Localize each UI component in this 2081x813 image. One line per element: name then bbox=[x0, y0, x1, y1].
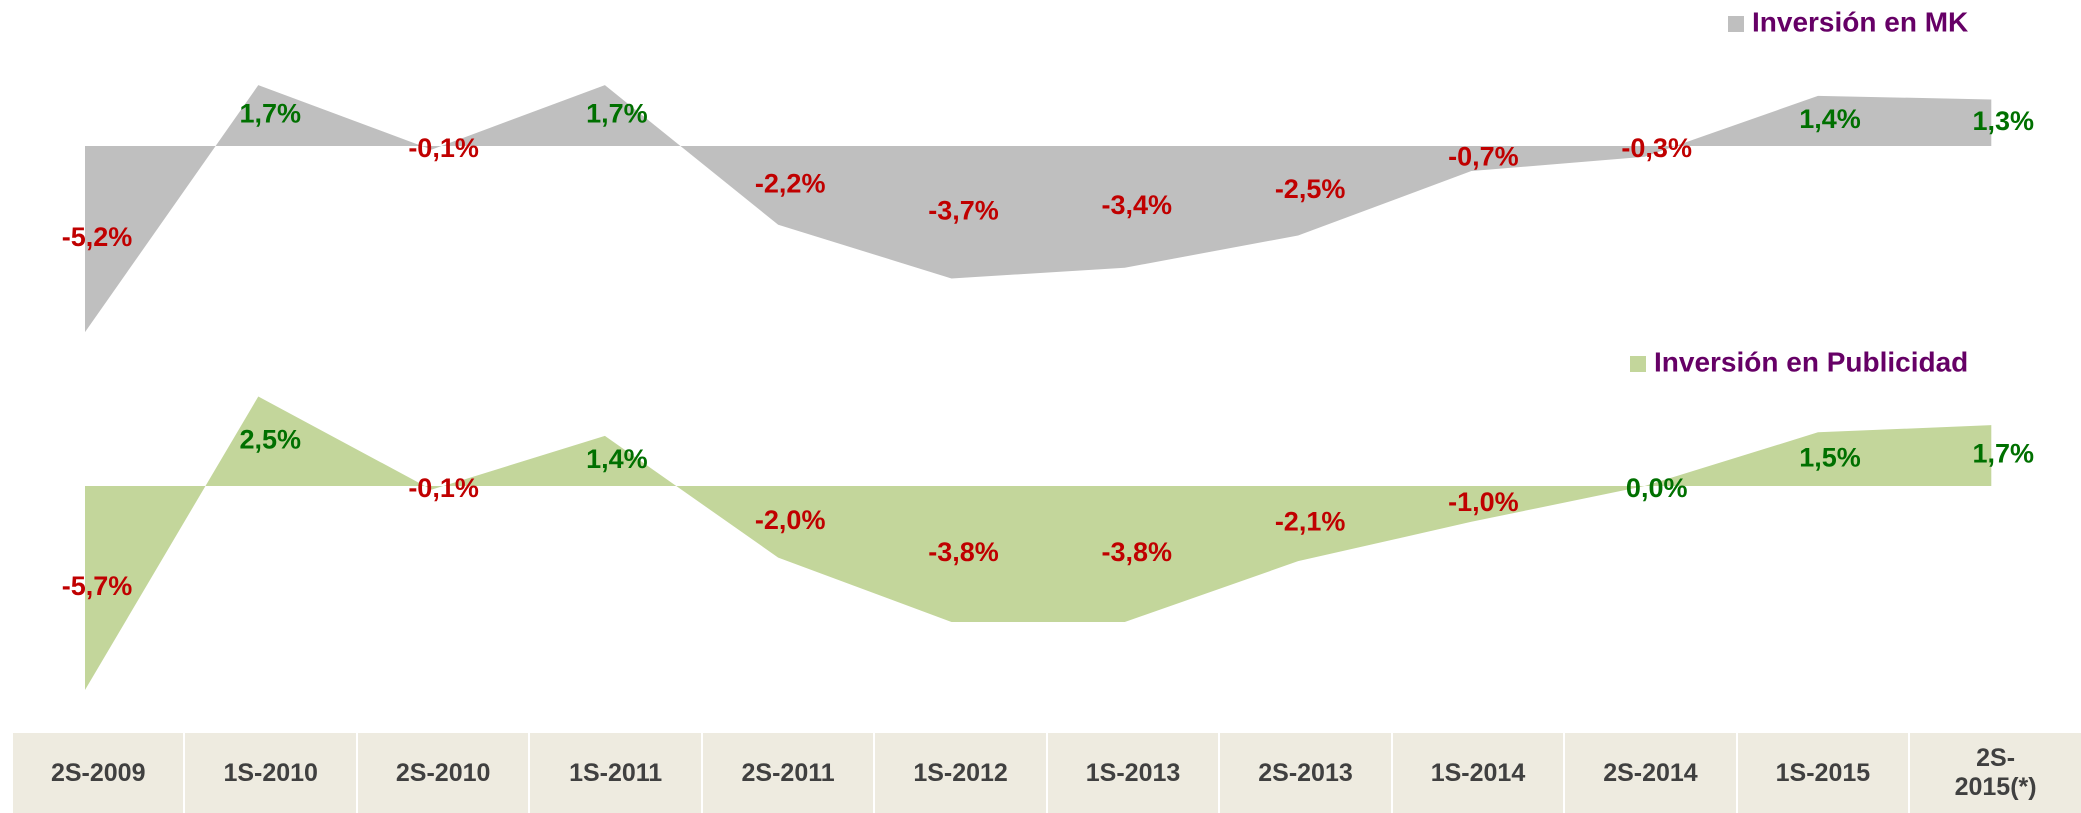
value-label: 0,0% bbox=[1626, 473, 1688, 503]
category-label: 1S-2015 bbox=[1735, 733, 1909, 813]
value-label: -3,7% bbox=[928, 195, 999, 225]
value-label: -5,7% bbox=[62, 571, 133, 601]
category-label: 1S-2010 bbox=[183, 733, 356, 813]
value-label: 1,7% bbox=[586, 99, 648, 129]
category-label: 1S-2011 bbox=[528, 733, 701, 813]
value-label: -0,1% bbox=[408, 473, 479, 503]
category-label: 1S-2014 bbox=[1390, 733, 1564, 813]
category-label: 2S-2009 bbox=[11, 733, 184, 813]
value-label: 1,4% bbox=[586, 444, 648, 474]
legend-swatch bbox=[1630, 356, 1646, 372]
value-label: -2,2% bbox=[755, 169, 826, 199]
value-label: 1,4% bbox=[1799, 104, 1861, 134]
value-label: -2,1% bbox=[1275, 507, 1346, 537]
category-band: 2S-2009 1S-2010 2S-2010 1S-2011 2S-2011 1S-20… bbox=[11, 733, 2081, 813]
category-label: 2S-2010 bbox=[355, 733, 529, 813]
legend-label: Inversión en Publicidad bbox=[1654, 346, 1968, 377]
value-label: -0,7% bbox=[1448, 142, 1519, 172]
value-label: -3,8% bbox=[1102, 537, 1173, 567]
area bbox=[85, 396, 1992, 691]
value-label: -3,4% bbox=[1102, 190, 1173, 220]
value-label: -0,1% bbox=[408, 133, 479, 163]
legend-swatch bbox=[1728, 16, 1744, 32]
value-label: -0,3% bbox=[1621, 133, 1692, 163]
value-label: -2,0% bbox=[755, 505, 826, 535]
value-label: 2,5% bbox=[240, 424, 302, 454]
value-label: -3,8% bbox=[928, 537, 999, 567]
legend-label: Inversión en MK bbox=[1752, 6, 1968, 37]
category-label: 2S-2011 bbox=[700, 733, 874, 813]
area bbox=[85, 85, 1992, 333]
category-label: 1S-2013 bbox=[1045, 733, 1219, 813]
value-label: -5,2% bbox=[62, 222, 133, 252]
value-label: 1,7% bbox=[1973, 439, 2035, 469]
value-label: 1,5% bbox=[1799, 442, 1861, 472]
value-label: -2,5% bbox=[1275, 174, 1346, 204]
value-label: 1,3% bbox=[1973, 106, 2035, 136]
value-label: 1,7% bbox=[240, 99, 302, 129]
chart: -5,2% 1,7% -0,1% 1,7% -2,2% -3,7% -3,4% -2,5% -0… bbox=[62, 6, 2035, 691]
category-label: 2S-2013 bbox=[1218, 733, 1391, 813]
value-label: -1,0% bbox=[1448, 487, 1519, 517]
category-label: 2S-2015(*) bbox=[1908, 733, 2081, 813]
category-label: 1S-2012 bbox=[873, 733, 1046, 813]
category-label: 2S-2014 bbox=[1563, 733, 1736, 813]
